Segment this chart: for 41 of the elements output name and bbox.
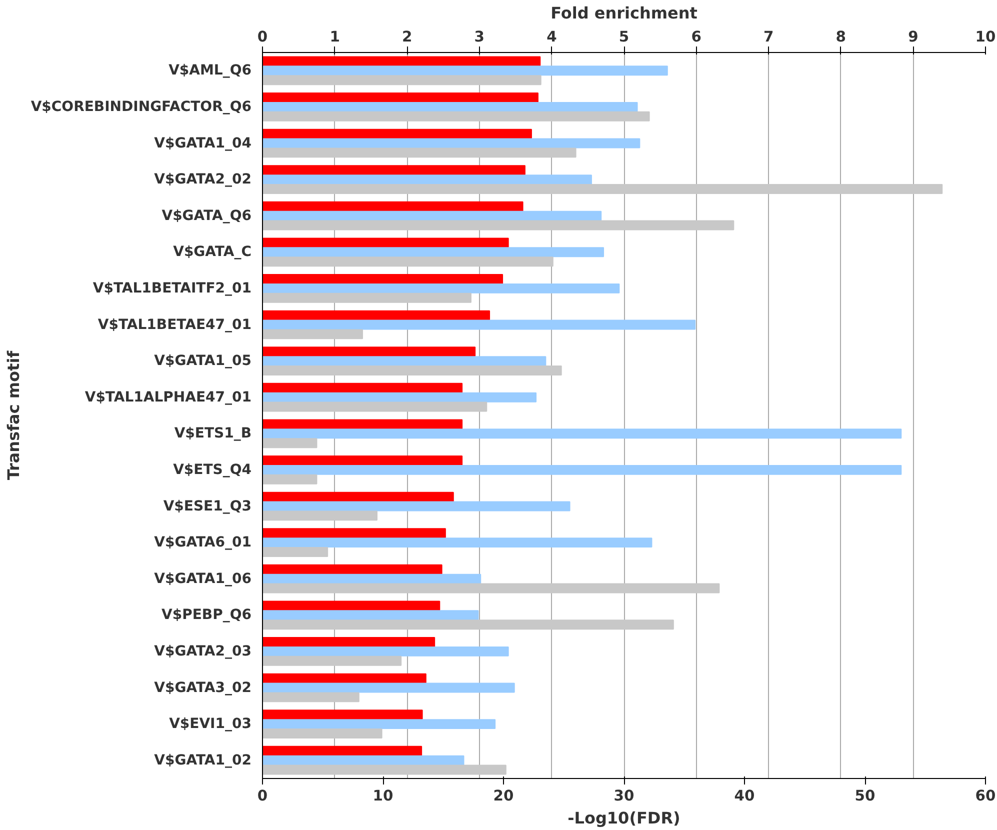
- y-tick-label: V$COREBINDINGFACTOR_Q6: [30, 98, 252, 115]
- y-tick-label: V$GATA1_02: [154, 752, 252, 768]
- y-tick-label: V$GATA_Q6: [162, 208, 252, 224]
- y-tick-label: V$GATA1_05: [154, 353, 252, 370]
- x-tick-label: 10: [372, 788, 394, 804]
- y-axis-title: Transfac motif: [4, 350, 23, 480]
- y-tick-label: V$TAL1ALPHAE47_01: [84, 389, 252, 406]
- x-tick-label: 60: [975, 788, 996, 804]
- x-tick-label: 0: [257, 788, 268, 804]
- x2-tick-label: 4: [546, 28, 557, 46]
- y-tick-label: V$GATA1_04: [154, 135, 252, 152]
- x2-tick-label: 0: [257, 28, 268, 46]
- y-tick-label: V$ETS_Q4: [173, 462, 252, 478]
- y-tick-label: V$TAL1BETAITF2_01: [92, 280, 252, 296]
- y-tick-label: V$PEBP_Q6: [162, 607, 252, 624]
- x2-axis-title: Fold enrichment: [550, 4, 698, 22]
- x2-tick-label: 7: [764, 28, 774, 46]
- x2-tick-label: 10: [975, 28, 996, 46]
- x2-tick-label: 3: [474, 28, 485, 46]
- x-tick-label: 30: [614, 788, 634, 804]
- x-tick-label: 50: [854, 788, 876, 804]
- y-tick-label: V$EVI1_03: [169, 716, 252, 732]
- x-axis-title: -Log10(FDR): [568, 808, 680, 828]
- x-tick-label: 20: [493, 788, 514, 804]
- x2-tick-label: 6: [691, 28, 702, 46]
- x2-tick-label: 8: [836, 28, 846, 46]
- y-tick-label: V$ETS1_B: [174, 426, 252, 442]
- y-tick-label: V$GATA_C: [173, 244, 252, 260]
- y-tick-label: V$ESE1_Q3: [163, 498, 252, 514]
- y-tick-label: V$GATA2_02: [154, 172, 252, 188]
- y-tick-label: V$TAL1BETAE47_01: [98, 316, 252, 333]
- y-tick-label: V$GATA6_01: [154, 534, 252, 551]
- x2-tick-label: 9: [908, 28, 918, 46]
- x2-tick-label: 2: [402, 28, 412, 46]
- x2-tick-label: 5: [618, 28, 630, 46]
- y-tick-label: V$GATA1_06: [154, 570, 252, 587]
- x-tick-label: 40: [734, 788, 755, 804]
- y-tick-label: V$GATA2_03: [154, 643, 252, 660]
- y-tick-label: V$GATA3_02: [154, 680, 252, 696]
- x2-tick-label: 1: [330, 28, 340, 46]
- y-tick-label: V$AML_Q6: [168, 62, 252, 79]
